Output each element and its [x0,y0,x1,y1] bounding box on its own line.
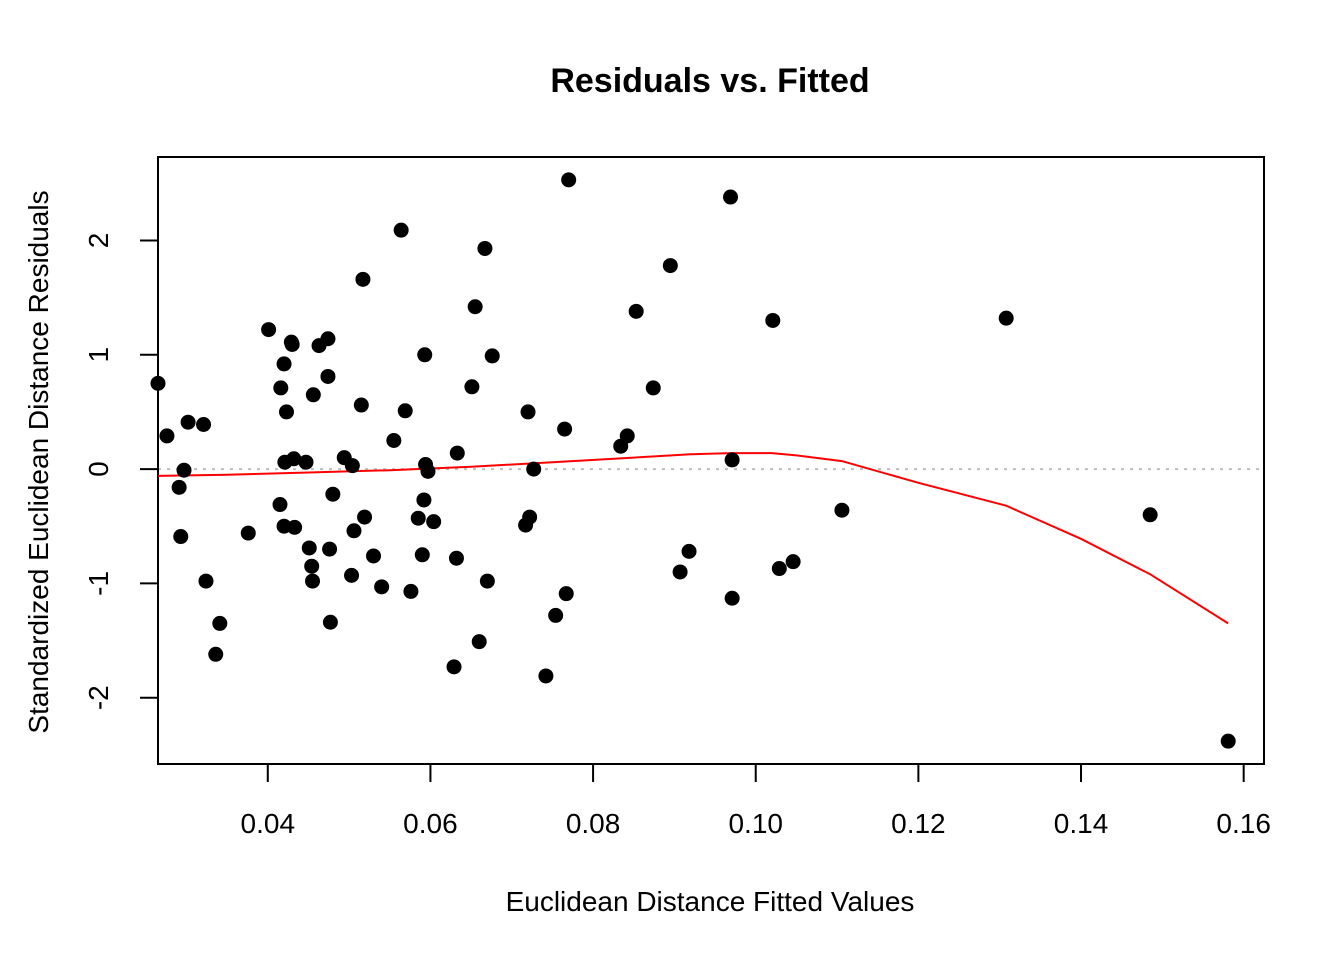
data-point [276,356,292,372]
data-point [448,550,464,566]
data-point [273,380,289,396]
data-point [304,558,320,574]
data-point [449,445,465,461]
data-point [834,502,850,518]
data-point [403,583,419,599]
data-point [662,258,678,274]
data-point [196,416,212,432]
data-point [414,547,430,563]
data-point [212,615,228,631]
data-point [420,463,436,479]
x-tick-label: 0.06 [403,808,458,839]
data-point [240,525,256,541]
data-point [286,451,302,467]
x-tick-label: 0.14 [1054,808,1109,839]
data-point [464,379,480,395]
data-point [208,646,224,662]
data-point [998,310,1014,326]
data-point [305,573,321,589]
data-point [1142,507,1158,523]
x-tick-label: 0.10 [728,808,783,839]
data-point [159,428,175,444]
x-tick-label: 0.04 [241,808,296,839]
data-point [619,428,635,444]
y-tick-label: -1 [83,571,114,596]
chart-title: Residuals vs. Fitted [550,62,869,100]
data-point [526,461,542,477]
data-point [548,607,564,623]
data-point [301,540,317,556]
x-tick-label: 0.08 [566,808,621,839]
data-point [410,510,426,526]
data-point [320,368,336,384]
data-point [785,554,801,570]
data-point [198,573,214,589]
data-point [287,519,303,535]
data-point [355,271,371,287]
data-point [426,514,442,530]
data-point [386,432,402,448]
data-point [479,573,495,589]
data-point [346,523,362,539]
y-tick-label: 1 [83,347,114,363]
data-point [171,479,187,495]
data-point [672,564,688,580]
data-point [150,375,166,391]
data-point [374,579,390,595]
data-point [344,458,360,474]
data-point [522,509,538,525]
data-point [520,404,536,420]
data-point [366,548,382,564]
y-tick-label: -2 [83,685,114,710]
data-point [278,404,294,420]
data-point [561,172,577,188]
data-point [261,322,277,338]
data-point [471,634,487,650]
x-axis-label: Euclidean Distance Fitted Values [506,886,915,917]
data-point [305,387,321,403]
data-point [272,497,288,513]
plot-frame [157,156,1265,765]
data-point [298,454,314,470]
y-axis-label: Standardized Euclidean Distance Residual… [23,190,54,733]
y-tick-label: 0 [83,461,114,477]
data-point [477,240,493,256]
data-point [416,492,432,508]
data-point [176,462,192,478]
data-point [557,421,573,437]
data-point [628,303,644,319]
smooth-line [157,452,1229,625]
y-tick-label: 2 [83,233,114,249]
data-point [173,529,189,545]
data-point [325,486,341,502]
data-point [344,567,360,583]
data-point [558,586,574,602]
x-tick-label: 0.16 [1216,808,1271,839]
data-point [446,659,462,675]
data-point [397,403,413,419]
data-point [538,668,554,684]
data-point [484,348,500,364]
data-point [1220,733,1236,749]
data-point [357,509,373,525]
data-point [284,336,300,352]
data-point [393,222,409,238]
data-point [322,614,338,630]
data-point [180,414,196,430]
data-point [771,561,787,577]
data-point [681,543,697,559]
data-point [467,299,483,315]
data-point [645,380,661,396]
data-point [353,397,369,413]
data-point [417,347,433,363]
data-point [322,541,338,557]
data-point [765,312,781,328]
data-point [723,189,739,205]
data-point [724,590,740,606]
x-tick-label: 0.12 [891,808,946,839]
data-point [320,331,336,347]
data-point [724,452,740,468]
